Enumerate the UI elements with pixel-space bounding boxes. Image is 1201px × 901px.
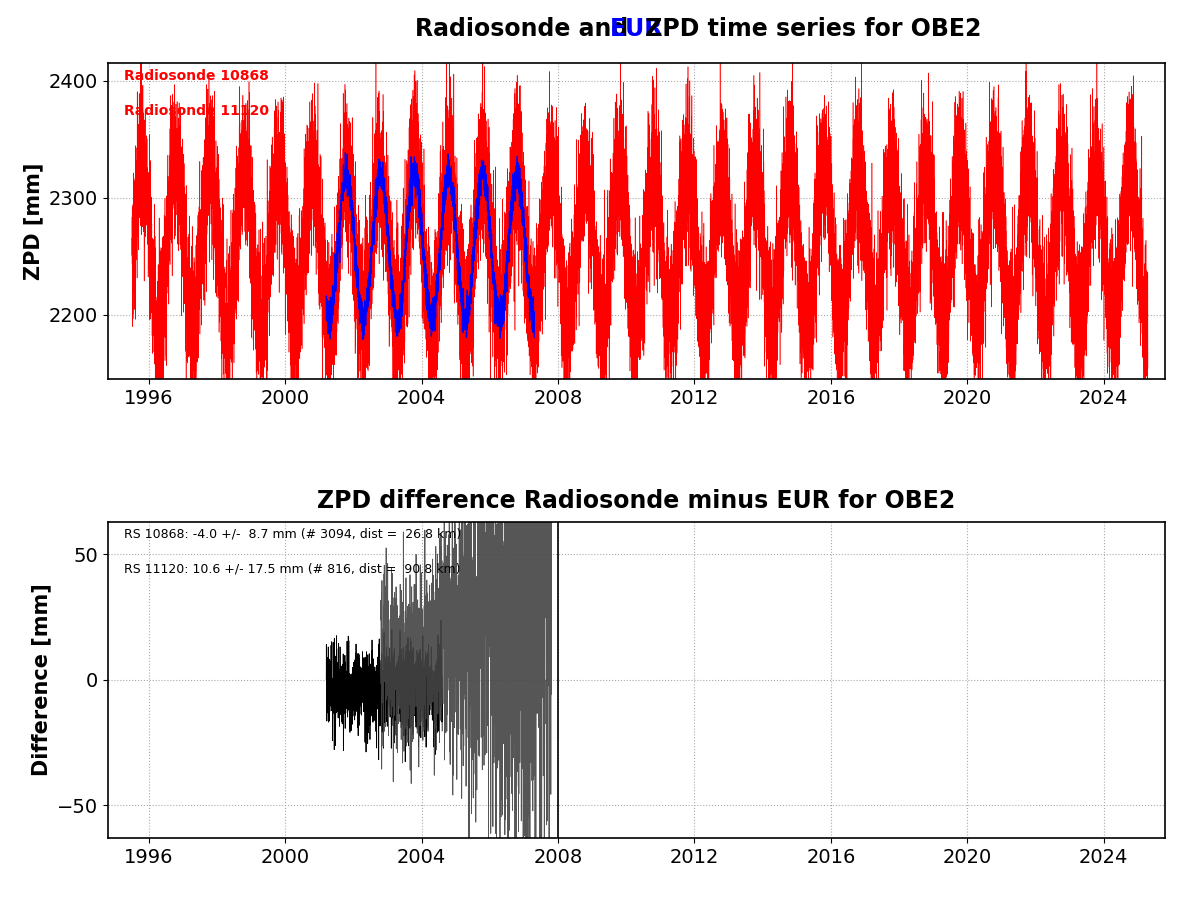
Text: Radiosonde and: Radiosonde and bbox=[416, 17, 637, 41]
Text: EUR: EUR bbox=[610, 17, 663, 41]
Text: Radiosonde 11120: Radiosonde 11120 bbox=[124, 105, 269, 118]
Text: ZPD time series for OBE2: ZPD time series for OBE2 bbox=[637, 17, 981, 41]
Y-axis label: Difference [mm]: Difference [mm] bbox=[31, 584, 52, 776]
Y-axis label: ZPD [mm]: ZPD [mm] bbox=[24, 162, 43, 280]
Title: ZPD difference Radiosonde minus EUR for OBE2: ZPD difference Radiosonde minus EUR for … bbox=[317, 488, 956, 513]
Text: RS 10868: -4.0 +/-  8.7 mm (# 3094, dist =  26.8 km): RS 10868: -4.0 +/- 8.7 mm (# 3094, dist … bbox=[124, 528, 461, 541]
Text: Radiosonde 10868: Radiosonde 10868 bbox=[124, 69, 269, 84]
Text: RS 11120: 10.6 +/- 17.5 mm (# 816, dist =  90.8 km): RS 11120: 10.6 +/- 17.5 mm (# 816, dist … bbox=[124, 563, 460, 576]
